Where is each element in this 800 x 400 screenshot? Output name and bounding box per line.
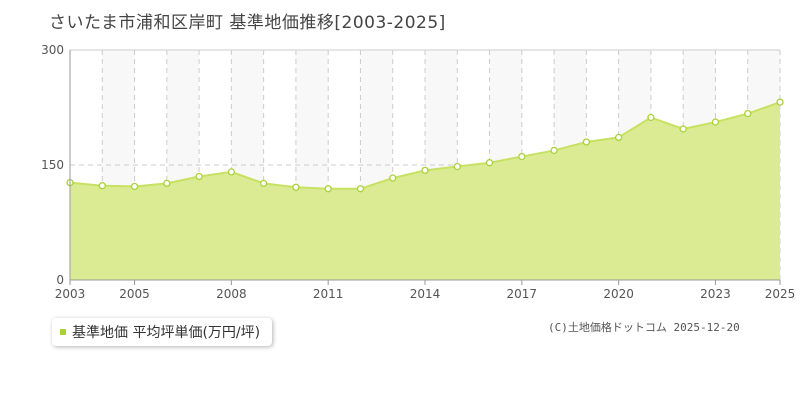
data-point [195,172,203,181]
data-point [582,138,591,146]
data-point [679,125,687,133]
data-point [421,166,429,175]
x-tick-label: 2025 [765,287,796,301]
legend: 基準地価 平均坪単価(万円/坪) [52,318,273,346]
data-point [453,162,461,171]
data-point [130,182,139,191]
data-point [98,182,106,190]
data-point [518,152,526,161]
data-point [227,168,236,176]
credit-text: (C)土地価格ドットコム 2025-12-20 [548,321,740,334]
data-point [324,185,332,193]
x-tick-label: 2011 [313,287,344,301]
data-point [776,98,784,106]
y-tick-label: 0 [56,273,64,287]
data-point [356,185,365,193]
x-tick-label: 2014 [410,287,441,301]
area-fill [70,102,780,280]
data-point [292,183,300,191]
x-tick-label: 2008 [216,287,247,301]
data-point [550,146,558,155]
chart-title: さいたま市浦和区岸町 基準地価推移[2003-2025] [49,13,446,33]
data-point [259,179,268,188]
x-tick-label: 2023 [700,287,731,301]
data-point [647,113,655,122]
data-point [711,118,720,126]
x-tick-label: 2005 [119,287,150,301]
legend-marker [60,329,66,335]
data-point [389,174,397,182]
data-point [614,133,623,142]
x-tick-label: 2020 [603,287,634,301]
x-tick-label: 2017 [507,287,538,301]
y-tick-label: 300 [41,43,64,57]
legend-label: 基準地価 平均坪単価(万円/坪) [72,325,261,341]
data-point [744,109,752,118]
y-tick-label: 150 [41,158,64,172]
data-point [163,179,171,188]
x-tick-label: 2003 [55,287,86,301]
data-point [485,159,494,167]
